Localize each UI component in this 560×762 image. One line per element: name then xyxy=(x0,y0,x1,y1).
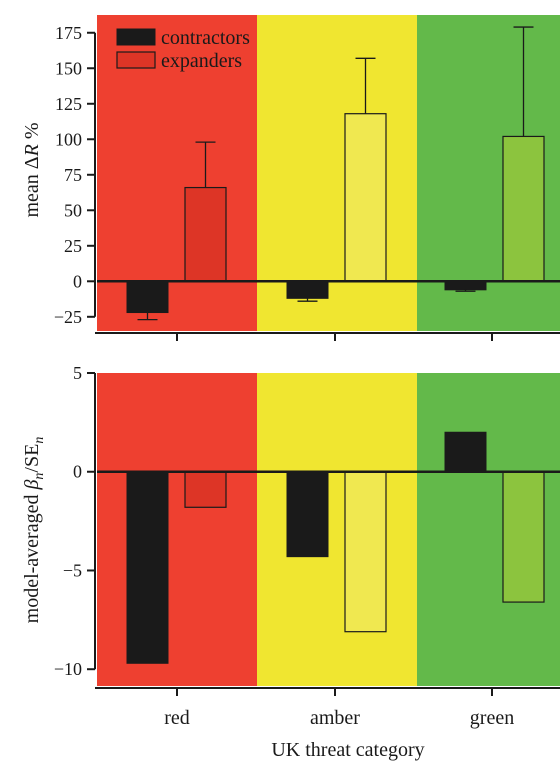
top-y-axis-label: mean ΔR % xyxy=(21,122,43,217)
bar-expanders-green xyxy=(502,135,545,282)
legend-swatch-expanders xyxy=(116,51,156,69)
bar-contractors-green xyxy=(444,280,487,291)
y-tick-label: 50 xyxy=(64,200,82,220)
y-tick-label: −5 xyxy=(63,560,82,580)
bar-contractors-red xyxy=(126,280,169,314)
band-amber xyxy=(257,373,417,686)
top-panel: −25 0 25 50 75 100 125 150 175 xyxy=(54,15,560,341)
bottom-y-axis-label: model-averaged βn/SEn xyxy=(21,437,47,624)
y-tick-label: −10 xyxy=(54,659,82,679)
y-tick-label: 0 xyxy=(73,271,82,291)
bar-expanders-red xyxy=(184,471,227,508)
bar-expanders-red xyxy=(184,186,227,282)
band-red xyxy=(97,373,257,686)
y-tick-label: 175 xyxy=(55,23,82,43)
bar-contractors-amber xyxy=(286,471,329,558)
y-tick-label: 25 xyxy=(64,236,82,256)
bar-contractors-green xyxy=(444,431,487,473)
x-tick-label-amber: amber xyxy=(310,707,360,729)
x-tick-labels: red amber green xyxy=(164,707,514,729)
bar-contractors-amber xyxy=(286,280,329,299)
bar-expanders-amber xyxy=(344,113,387,282)
legend-label-contractors: contractors xyxy=(161,27,250,49)
bottom-panel: −10 −5 0 5 xyxy=(54,363,560,696)
legend-swatch-contractors xyxy=(116,28,156,46)
band-amber xyxy=(257,15,417,331)
y-tick-label: 75 xyxy=(64,165,82,185)
x-tick-label-green: green xyxy=(470,707,514,729)
x-axis-label: UK threat category xyxy=(271,739,424,761)
y-tick-label: 125 xyxy=(55,94,82,114)
y-tick-label: 0 xyxy=(73,462,82,482)
bar-contractors-red xyxy=(126,471,169,664)
y-tick-label: 100 xyxy=(55,129,82,149)
bar-expanders-amber xyxy=(344,471,387,633)
y-tick-label: −25 xyxy=(54,307,82,327)
bar-expanders-green xyxy=(502,471,545,603)
legend-label-expanders: expanders xyxy=(161,50,242,72)
y-tick-label: 150 xyxy=(55,58,82,78)
x-tick-label-red: red xyxy=(164,707,190,729)
y-tick-label: 5 xyxy=(73,363,82,383)
